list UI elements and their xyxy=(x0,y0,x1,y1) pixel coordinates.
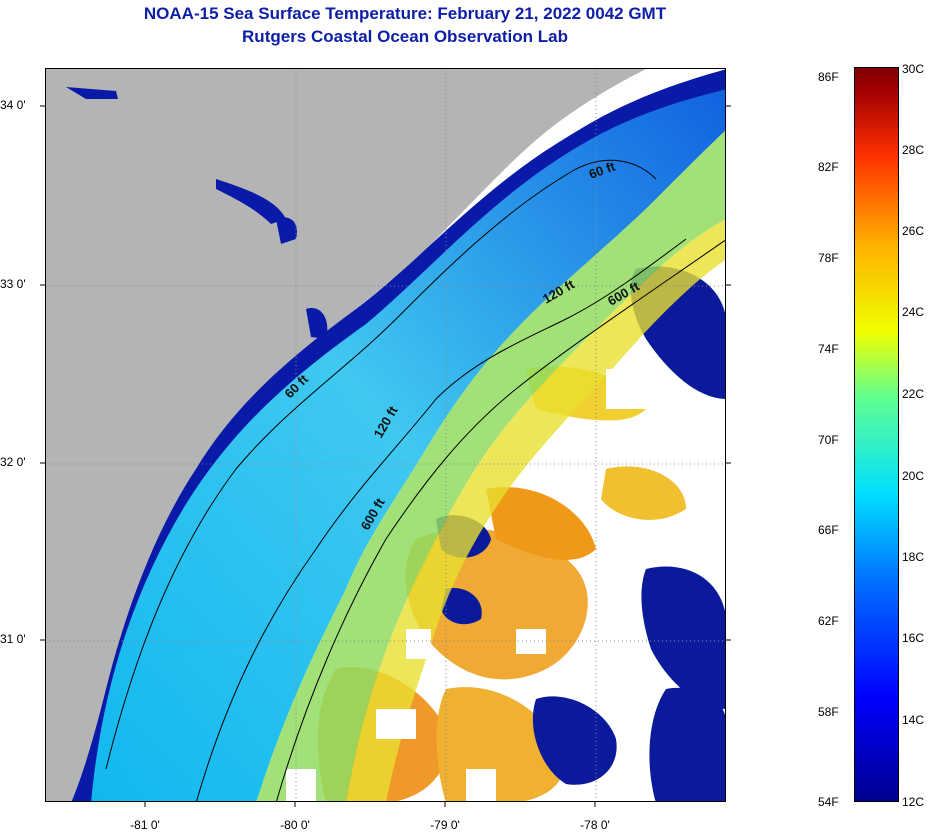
lat-label-32: 32 0' xyxy=(0,455,26,469)
estuaries xyxy=(66,87,328,339)
colorbar-f-70: 70F xyxy=(818,433,839,447)
colorbar-c-18: 18C xyxy=(902,550,925,564)
sst-map-canvas: 60 ft 120 ft 600 ft 60 ft 120 ft 600 ft xyxy=(46,69,725,801)
isobath-contours xyxy=(105,159,725,801)
lat-label-31: 31 0' xyxy=(0,632,26,646)
colorbar-c-12: 12C xyxy=(902,795,925,809)
contour-600ft xyxy=(276,239,725,801)
sst-map: 60 ft 120 ft 600 ft 60 ft 120 ft 600 ft xyxy=(45,68,726,802)
colorbar-c-30: 30C xyxy=(902,62,925,76)
outer-shelf-water xyxy=(346,220,725,801)
colorbar-c-16: 16C xyxy=(902,631,925,645)
colorbar-c-26: 26C xyxy=(902,224,925,238)
colorbar-c-22: 22C xyxy=(902,387,925,401)
lat-label-33: 33 0' xyxy=(0,277,26,291)
lon-label-81: -81 0' xyxy=(130,818,160,832)
map-subtitle: Rutgers Coastal Ocean Observation Lab xyxy=(242,27,568,46)
colorbar-f-78: 78F xyxy=(818,251,839,265)
lon-label-79: -79 0' xyxy=(430,818,460,832)
colorbar-f-86: 86F xyxy=(818,70,839,84)
mid-shelf-water xyxy=(256,130,725,801)
contour-120ft xyxy=(196,238,687,801)
lon-label-78: -78 0' xyxy=(580,818,610,832)
color-bar xyxy=(854,67,899,802)
contour-60ft xyxy=(105,159,657,770)
lon-label-80: -80 0' xyxy=(280,818,310,832)
colorbar-f-54: 54F xyxy=(818,795,839,809)
colorbar-c-14: 14C xyxy=(902,713,925,727)
colorbar-f-66: 66F xyxy=(818,523,839,537)
coastal-water xyxy=(86,79,725,801)
colorbar-f-74: 74F xyxy=(818,342,839,356)
colorbar-c-24: 24C xyxy=(902,305,925,319)
graticule xyxy=(46,69,725,801)
colorbar-f-82: 82F xyxy=(818,160,839,174)
map-title: NOAA-15 Sea Surface Temperature: Februar… xyxy=(143,4,667,23)
colorbar-f-62: 62F xyxy=(818,614,839,628)
cloud-cover xyxy=(286,369,716,801)
land-coast xyxy=(46,69,646,801)
colorbar-c-28: 28C xyxy=(902,143,925,157)
colorbar-f-58: 58F xyxy=(818,705,839,719)
colorbar-c-20: 20C xyxy=(902,469,925,483)
lat-label-34: 34 0' xyxy=(0,98,26,112)
